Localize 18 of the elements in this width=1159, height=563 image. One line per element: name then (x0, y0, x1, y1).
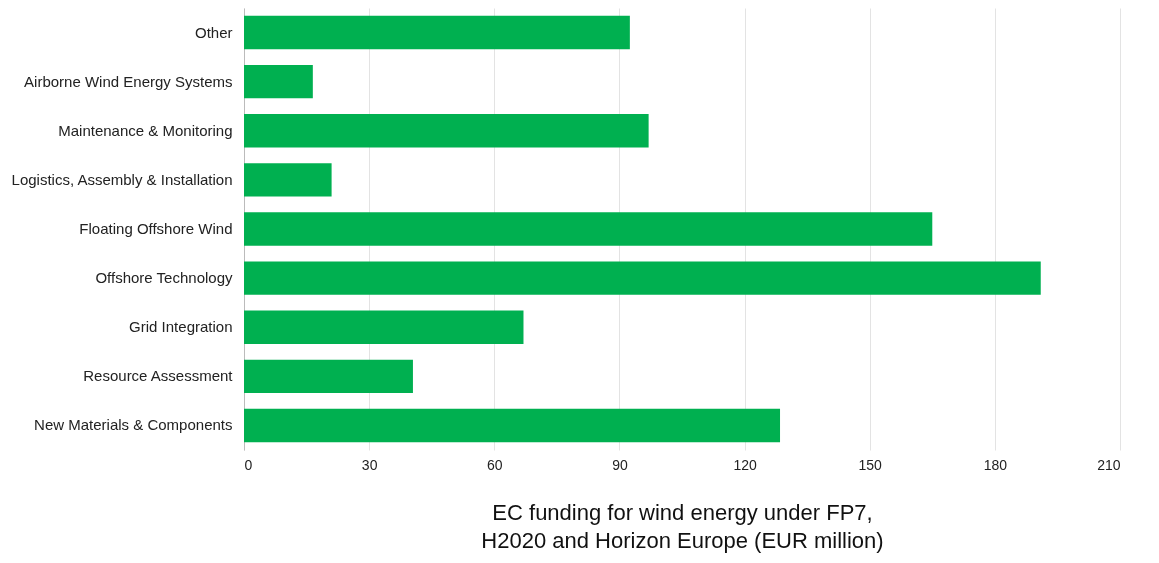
y-tick-label: New Materials & Components (34, 416, 233, 434)
x-tick-label: 150 (858, 456, 883, 473)
x-tick-label: 210 (1097, 456, 1121, 473)
x-tick-label: 90 (612, 456, 628, 473)
y-tick-label: Logistics, Assembly & Installation (11, 170, 233, 188)
y-tick-label: Airborne Wind Energy Systems (24, 72, 233, 90)
x-tick-label: 180 (983, 456, 1008, 473)
y-tick-label: Other (194, 23, 233, 41)
y-tick-label: Maintenance & Monitoring (58, 121, 233, 139)
y-tick-label: Floating Offshore Wind (79, 220, 233, 237)
x-tick-label: 120 (733, 456, 757, 473)
x-tick-label: 30 (361, 456, 378, 473)
x-tick-label: 60 (487, 456, 503, 473)
x-tick-label: 0 (244, 456, 253, 473)
y-tick-label: Resource Assessment (83, 367, 234, 385)
x-axis-title: EC funding for wind energy under FP7, H2020 and Horizon Europe (EUR million) (481, 499, 884, 553)
y-tick-label: Offshore Technology (95, 269, 233, 287)
y-tick-label: Grid Integration (129, 318, 233, 336)
